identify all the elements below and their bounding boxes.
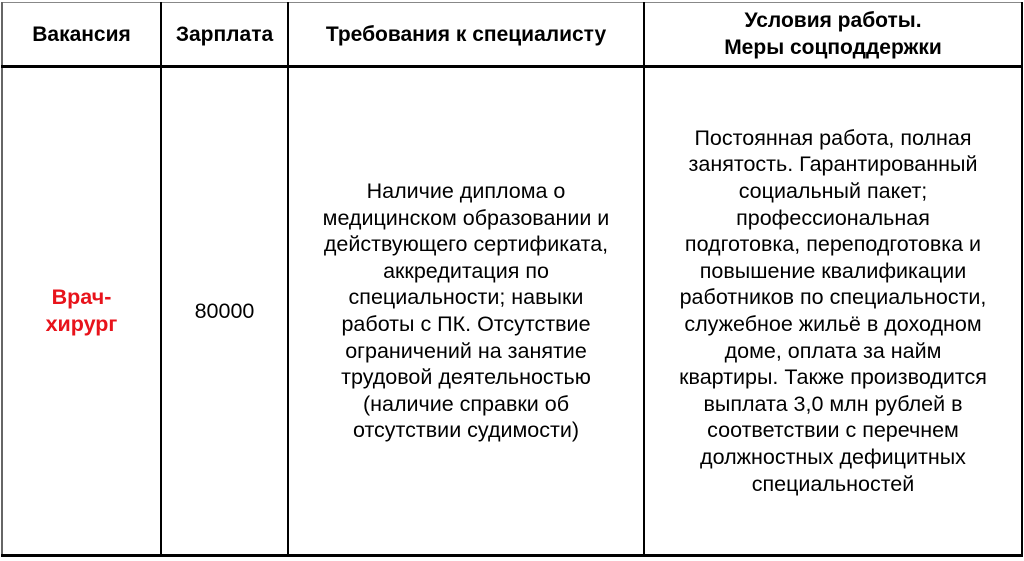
header-row: Вакансия Зарплата Требования к специалис…	[1, 2, 1023, 68]
header-vacancy: Вакансия	[1, 2, 162, 68]
header-requirements: Требования к специалисту	[287, 2, 645, 68]
vacancy-cell: Врач- хирург	[1, 65, 162, 557]
salary-cell: 80000	[160, 65, 289, 557]
requirements-cell: Наличие диплома о медицинском образовани…	[287, 65, 645, 557]
conditions-cell: Постоянная работа, полная занятость. Гар…	[643, 65, 1023, 557]
header-salary: Зарплата	[160, 2, 289, 68]
header-conditions: Условия работы. Меры соцподдержки	[643, 2, 1023, 68]
table-row: Врач- хирург 80000 Наличие диплома о мед…	[1, 65, 1023, 557]
